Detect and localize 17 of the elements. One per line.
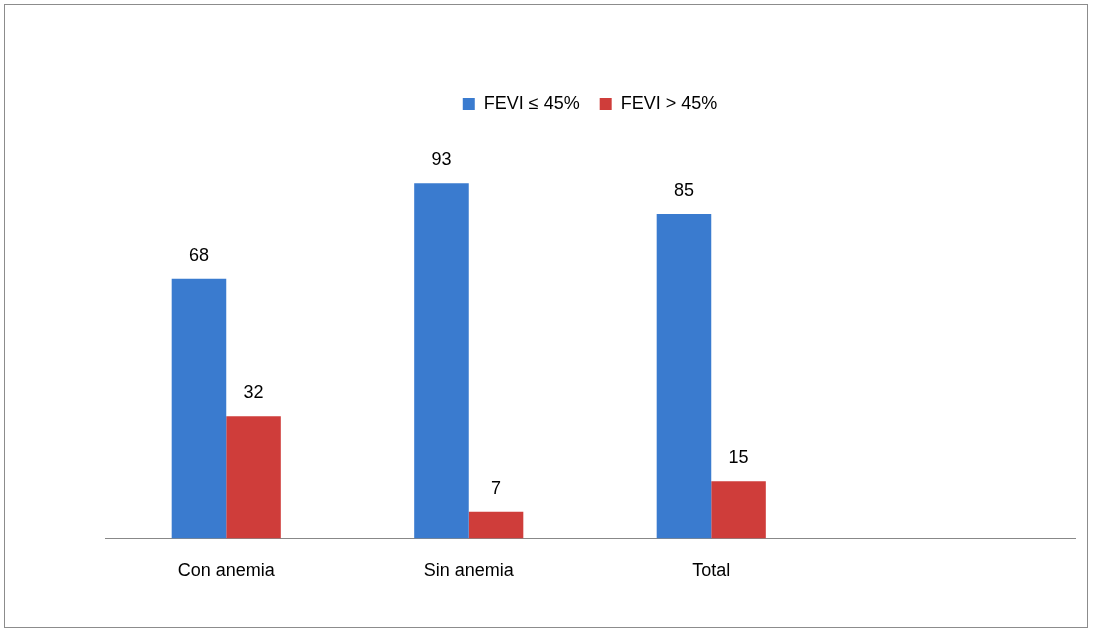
bar — [414, 183, 469, 539]
legend-label: FEVI ≤ 45% — [483, 92, 580, 113]
bar — [656, 213, 712, 539]
legend-label: FEVI > 45% — [620, 92, 718, 113]
data-label: 7 — [491, 477, 502, 498]
data-label: 32 — [243, 382, 264, 403]
data-label: 85 — [673, 179, 694, 200]
data-label: 93 — [431, 149, 452, 170]
bar — [468, 511, 524, 539]
bar — [226, 416, 281, 539]
data-label: 68 — [188, 244, 209, 265]
x-tick-label: Con anemia — [177, 560, 276, 581]
x-tick-label: Sin anemia — [423, 560, 515, 581]
bar — [711, 481, 766, 539]
x-tick-label: Total — [692, 560, 731, 581]
data-label: 15 — [728, 447, 749, 468]
bar — [171, 278, 227, 539]
